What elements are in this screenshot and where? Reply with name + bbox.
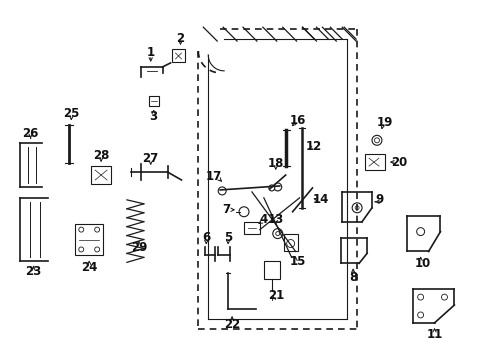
Text: 22: 22 [224,318,240,331]
Bar [264,261,279,279]
Text: 5: 5 [224,231,232,244]
Circle shape [95,247,100,252]
Circle shape [286,239,294,247]
Circle shape [416,228,424,235]
Text: 21: 21 [267,289,284,302]
Text: 1: 1 [146,46,155,59]
Circle shape [417,294,423,300]
Text: 17: 17 [205,170,222,183]
Circle shape [95,227,100,232]
Text: 11: 11 [426,328,442,341]
Text: 25: 25 [63,107,80,120]
Circle shape [218,187,225,195]
Text: 20: 20 [390,156,406,168]
Circle shape [354,206,358,210]
Circle shape [79,247,83,252]
Text: 23: 23 [25,265,41,278]
Bar [148,96,158,105]
Text: 6: 6 [202,231,210,244]
Text: 4: 4 [259,213,267,226]
Circle shape [351,203,361,213]
Text: 8: 8 [348,271,357,284]
Text: 12: 12 [305,140,321,153]
Text: 29: 29 [130,241,147,254]
Text: 2: 2 [176,32,184,45]
Circle shape [441,294,447,300]
Circle shape [275,231,279,235]
Circle shape [371,135,381,145]
Text: 7: 7 [222,203,230,216]
Circle shape [417,312,423,318]
Circle shape [268,185,274,191]
Circle shape [273,183,281,191]
Text: 3: 3 [149,110,158,123]
Circle shape [272,229,282,239]
Bar [75,224,103,255]
Text: 24: 24 [81,261,97,274]
Text: 16: 16 [289,114,305,127]
Bar [283,234,297,251]
Bar [365,154,384,170]
Text: 18: 18 [267,157,284,170]
Text: 28: 28 [93,149,109,162]
Circle shape [374,138,379,143]
Bar [171,49,185,62]
Text: 26: 26 [22,127,39,140]
Text: 15: 15 [289,255,305,268]
Text: 19: 19 [376,116,392,129]
Text: 9: 9 [375,193,383,206]
Circle shape [239,207,248,217]
Circle shape [79,227,83,232]
Text: 10: 10 [414,257,430,270]
Bar [91,166,111,184]
Text: 27: 27 [142,152,159,165]
Bar [244,222,259,234]
Text: 14: 14 [311,193,328,206]
Text: 13: 13 [267,213,284,226]
